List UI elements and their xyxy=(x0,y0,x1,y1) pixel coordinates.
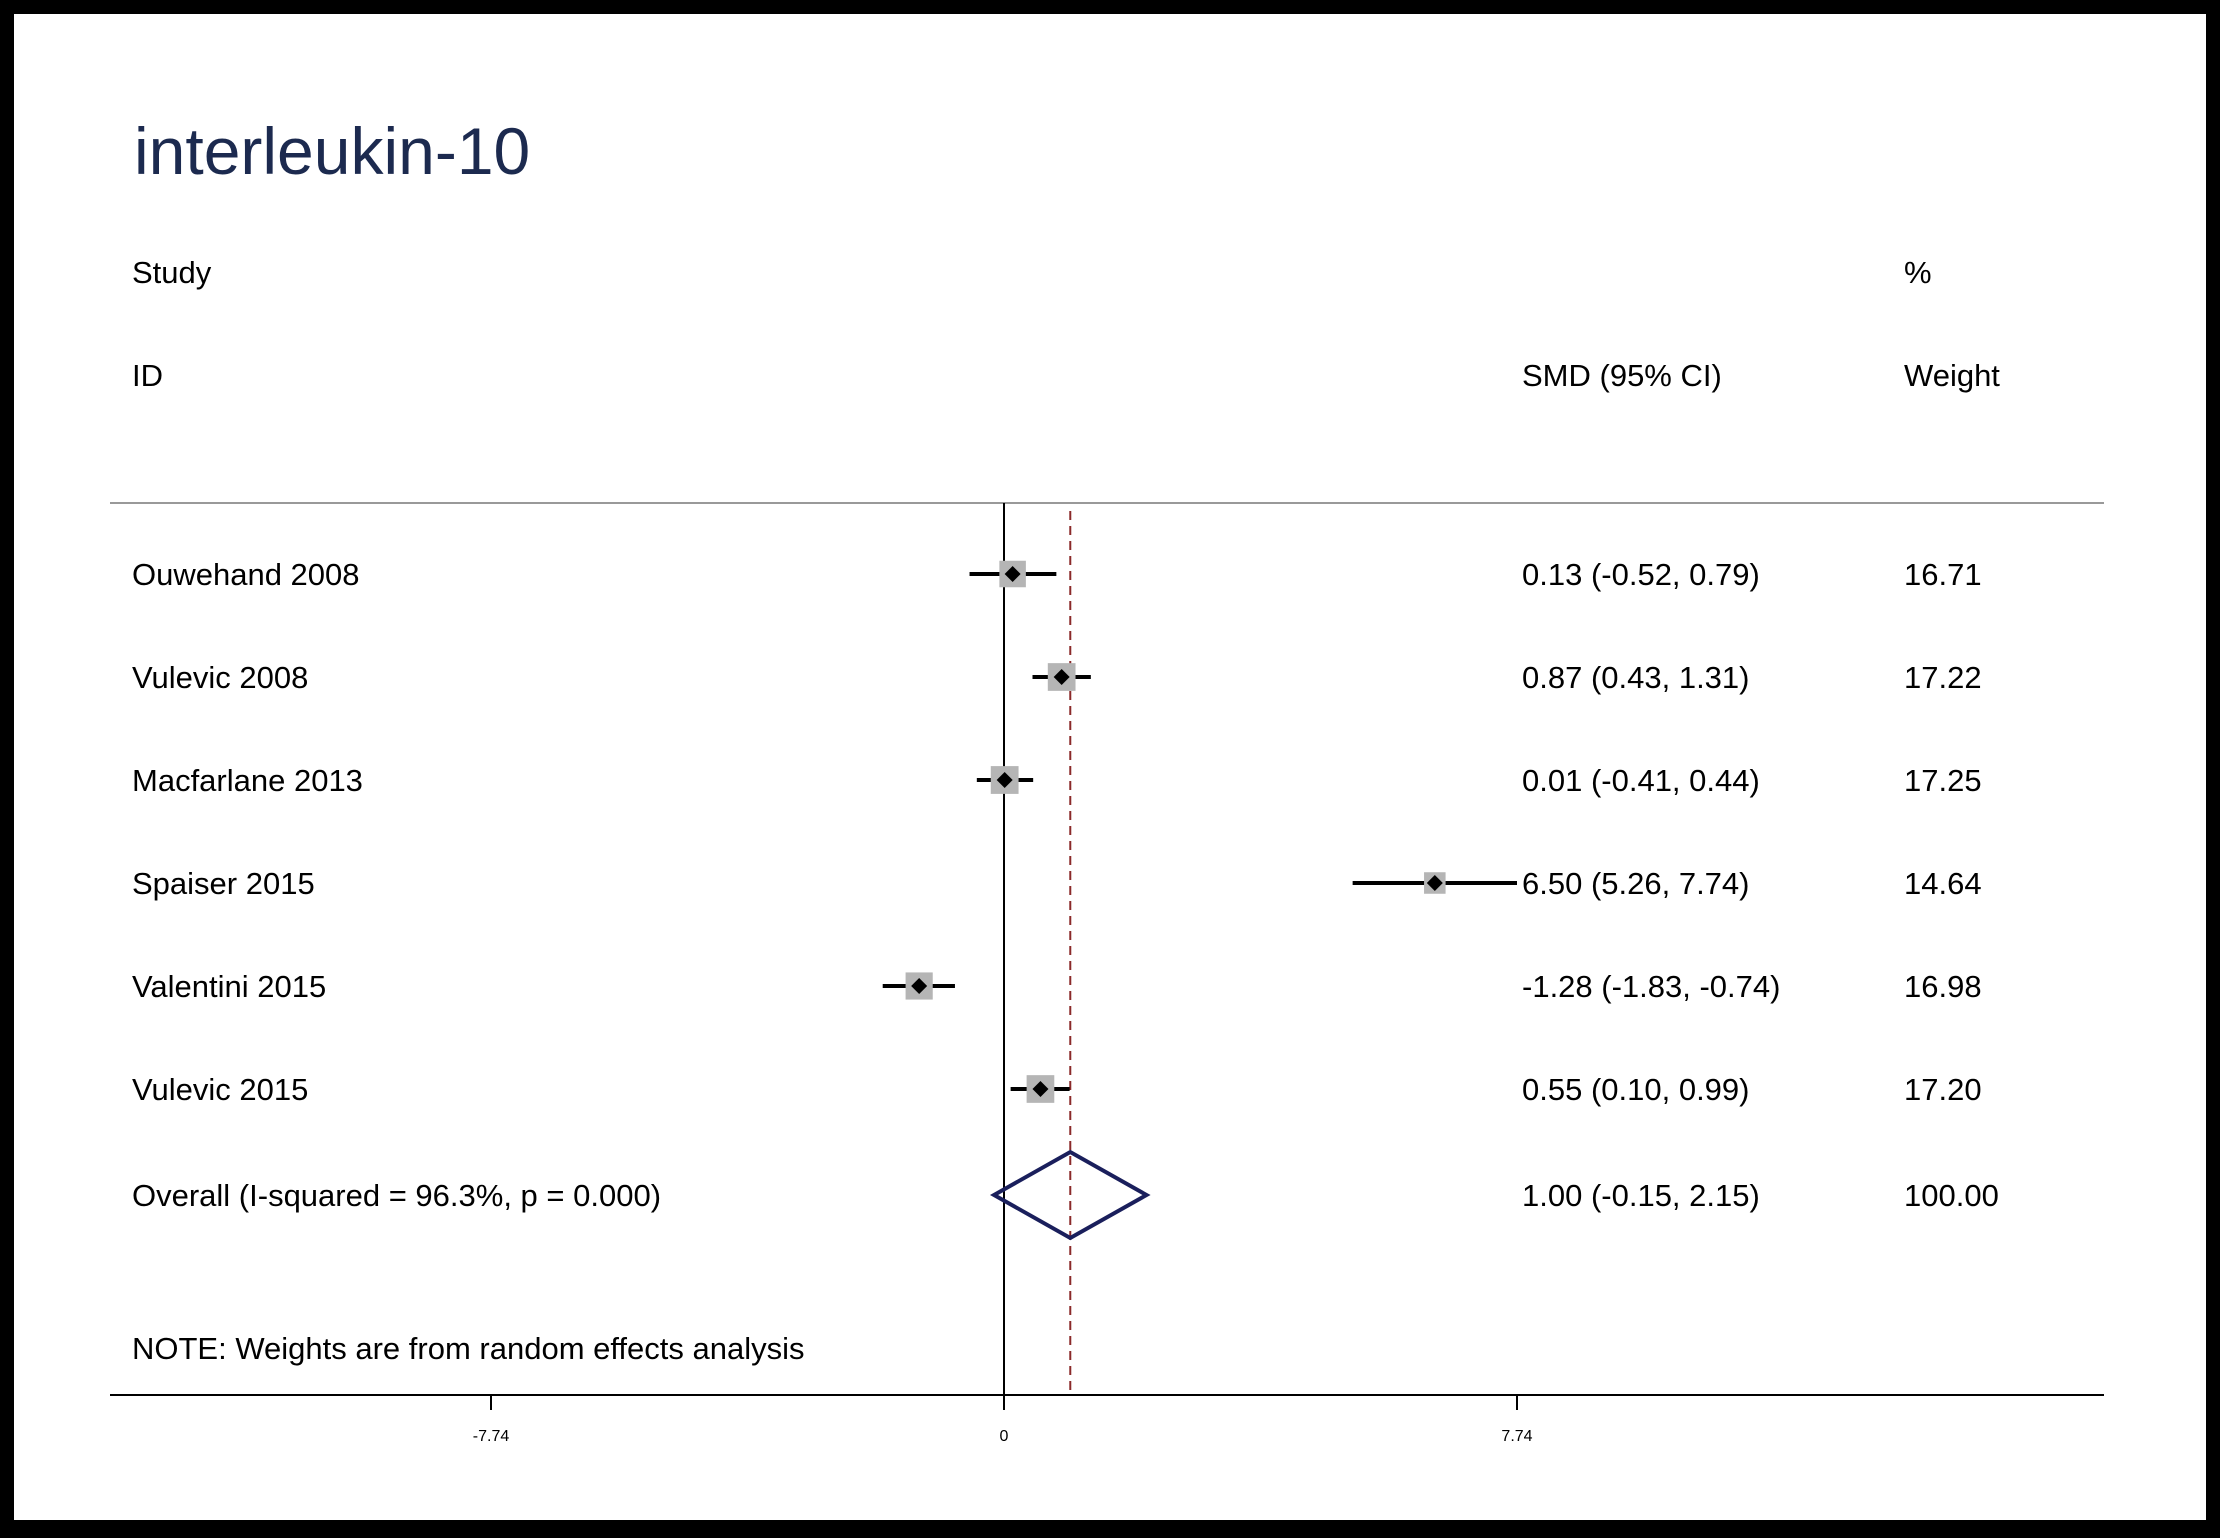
study-row: Valentini 2015 -1.28 (-1.83, -0.74) 16.98 xyxy=(132,969,1982,1004)
study-ci-text: 0.13 (-0.52, 0.79) xyxy=(1522,557,1760,592)
study-row: Vulevic 2008 0.87 (0.43, 1.31) 17.22 xyxy=(132,660,1982,695)
overall-row: Overall (I-squared = 96.3%, p = 0.000) 1… xyxy=(132,1149,1999,1241)
study-row: Macfarlane 2013 0.01 (-0.41, 0.44) 17.25 xyxy=(132,763,1982,798)
point-estimate-marker xyxy=(996,772,1013,788)
study-weight-text: 17.20 xyxy=(1904,1072,1982,1107)
point-estimate-marker xyxy=(1053,669,1070,685)
study-rows: Ouwehand 2008 0.13 (-0.52, 0.79) 16.71 Vule… xyxy=(132,557,1982,1107)
forest-plot: interleukin-10 Study ID SMD (95% CI) % W… xyxy=(110,114,2104,1445)
header-id: ID xyxy=(132,358,163,393)
point-estimate-marker xyxy=(911,978,928,994)
study-ci-text: -1.28 (-1.83, -0.74) xyxy=(1522,969,1780,1004)
header-weight: Weight xyxy=(1904,358,2000,393)
overall-weight-text: 100.00 xyxy=(1904,1178,1999,1213)
study-ci-text: 0.87 (0.43, 1.31) xyxy=(1522,660,1750,695)
x-tick-label: -7.74 xyxy=(473,1428,510,1445)
study-ci-text: 0.01 (-0.41, 0.44) xyxy=(1522,763,1760,798)
study-weight-text: 17.22 xyxy=(1904,660,1982,695)
study-weight-text: 14.64 xyxy=(1904,866,1982,901)
study-label: Valentini 2015 xyxy=(132,969,326,1004)
note-text: NOTE: Weights are from random effects an… xyxy=(132,1331,805,1366)
study-label: Macfarlane 2013 xyxy=(132,763,363,798)
x-axis-ticks: -7.74 0 7.74 xyxy=(473,1395,1533,1445)
chart-frame: interleukin-10 Study ID SMD (95% CI) % W… xyxy=(14,14,2206,1520)
study-ci-text: 6.50 (5.26, 7.74) xyxy=(1522,866,1750,901)
study-weight-text: 16.71 xyxy=(1904,557,1982,592)
header-effect: SMD (95% CI) xyxy=(1522,358,1722,393)
study-row: Spaiser 2015 6.50 (5.26, 7.74) 14.64 xyxy=(132,866,1982,901)
study-label: Ouwehand 2008 xyxy=(132,557,360,592)
header-study: Study xyxy=(132,255,212,290)
study-row: Ouwehand 2008 0.13 (-0.52, 0.79) 16.71 xyxy=(132,557,1982,592)
overall-label: Overall (I-squared = 96.3%, p = 0.000) xyxy=(132,1178,661,1213)
overall-ci-text: 1.00 (-0.15, 2.15) xyxy=(1522,1178,1760,1213)
header-weight-symbol: % xyxy=(1904,255,1932,290)
point-estimate-marker xyxy=(1004,566,1021,582)
study-row: Vulevic 2015 0.55 (0.10, 0.99) 17.20 xyxy=(132,1072,1982,1107)
x-tick-label: 7.74 xyxy=(1501,1428,1532,1445)
point-estimate-marker xyxy=(1032,1081,1049,1097)
chart-title: interleukin-10 xyxy=(134,114,530,188)
study-weight-text: 16.98 xyxy=(1904,969,1982,1004)
overall-diamond xyxy=(989,1149,1151,1241)
x-tick-label: 0 xyxy=(1000,1428,1009,1445)
study-ci-text: 0.55 (0.10, 0.99) xyxy=(1522,1072,1750,1107)
study-label: Vulevic 2015 xyxy=(132,1072,308,1107)
study-label: Vulevic 2008 xyxy=(132,660,308,695)
point-estimate-marker xyxy=(1426,875,1443,891)
study-label: Spaiser 2015 xyxy=(132,866,315,901)
study-weight-text: 17.25 xyxy=(1904,763,1982,798)
